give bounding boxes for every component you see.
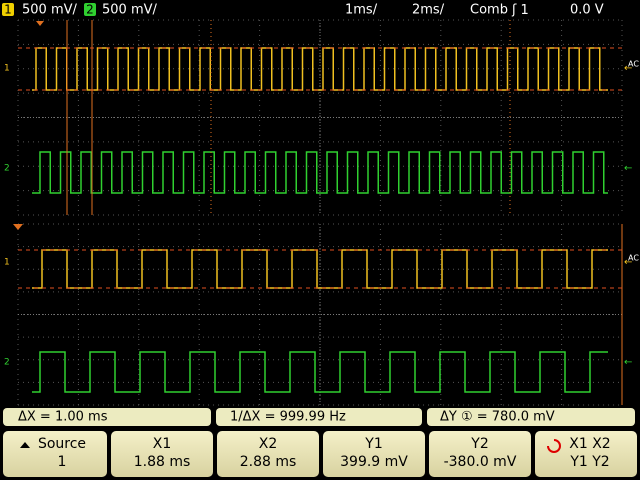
trigger-source-value: 1 <box>521 3 529 18</box>
ground-arrow: ← <box>624 63 632 74</box>
softkey[interactable] <box>323 431 425 477</box>
ch2-scale: 500 mV/ <box>102 3 158 18</box>
mode-top: X1 X2 <box>569 436 610 452</box>
trigger-marker <box>36 21 44 26</box>
y2-value: -380.0 mV <box>444 454 517 470</box>
up-arrow-icon <box>20 442 30 448</box>
mode-bottom: Y1 Y2 <box>569 454 609 470</box>
softkey[interactable] <box>3 431 107 477</box>
x2-label: X2 <box>259 436 278 452</box>
coupling-label: AC <box>628 254 639 263</box>
waveform <box>32 351 608 393</box>
trigger-level: 0.0 V <box>570 3 604 18</box>
waveform <box>32 249 608 289</box>
measure-box <box>427 408 635 426</box>
channel-marker: 2 <box>4 358 10 368</box>
y2-label: Y2 <box>470 436 488 452</box>
y1-label: Y1 <box>364 436 382 452</box>
delta-y: ΔY ① = 780.0 mV <box>440 410 555 425</box>
zoom-timebase: 2ms/ <box>412 3 445 18</box>
trigger-source: ʃ 1 <box>511 3 529 18</box>
inverse-delta-x: 1/ΔX = 999.99 Hz <box>230 410 346 425</box>
measure-box <box>216 408 422 426</box>
channel-marker: 1 <box>4 258 10 268</box>
ground-arrow: ← <box>624 357 632 368</box>
measure-box <box>3 408 211 426</box>
softkey[interactable] <box>111 431 213 477</box>
source-value: 1 <box>58 454 67 470</box>
cycle-icon <box>547 439 561 453</box>
x2-value: 2.88 ms <box>240 454 297 470</box>
source-label: Source <box>38 436 86 452</box>
main-timebase: 1ms/ <box>345 3 378 18</box>
x1-label: X1 <box>153 436 172 452</box>
coupling-label: AC <box>628 60 639 69</box>
ch2-badge: 2 <box>86 3 94 17</box>
trigger-mode: Comb <box>470 3 508 18</box>
y1-value: 399.9 mV <box>340 454 408 470</box>
softkey[interactable] <box>535 431 637 477</box>
delta-x: ΔX = 1.00 ms <box>18 410 108 425</box>
channel-marker: 2 <box>4 164 10 174</box>
softkey[interactable] <box>217 431 319 477</box>
x1-value: 1.88 ms <box>134 454 191 470</box>
channel-marker: 1 <box>4 64 10 74</box>
ground-arrow: ← <box>624 257 632 268</box>
ch1-scale: 500 mV/ <box>22 3 78 18</box>
softkey[interactable] <box>429 431 531 477</box>
softkeys <box>3 431 637 477</box>
waveform <box>32 151 608 194</box>
trigger-marker <box>13 224 23 230</box>
ch2-badge-bg <box>84 3 96 16</box>
ch1-badge-bg <box>2 3 14 16</box>
ground-arrow: ← <box>624 163 632 174</box>
ch1-badge: 1 <box>4 3 12 17</box>
